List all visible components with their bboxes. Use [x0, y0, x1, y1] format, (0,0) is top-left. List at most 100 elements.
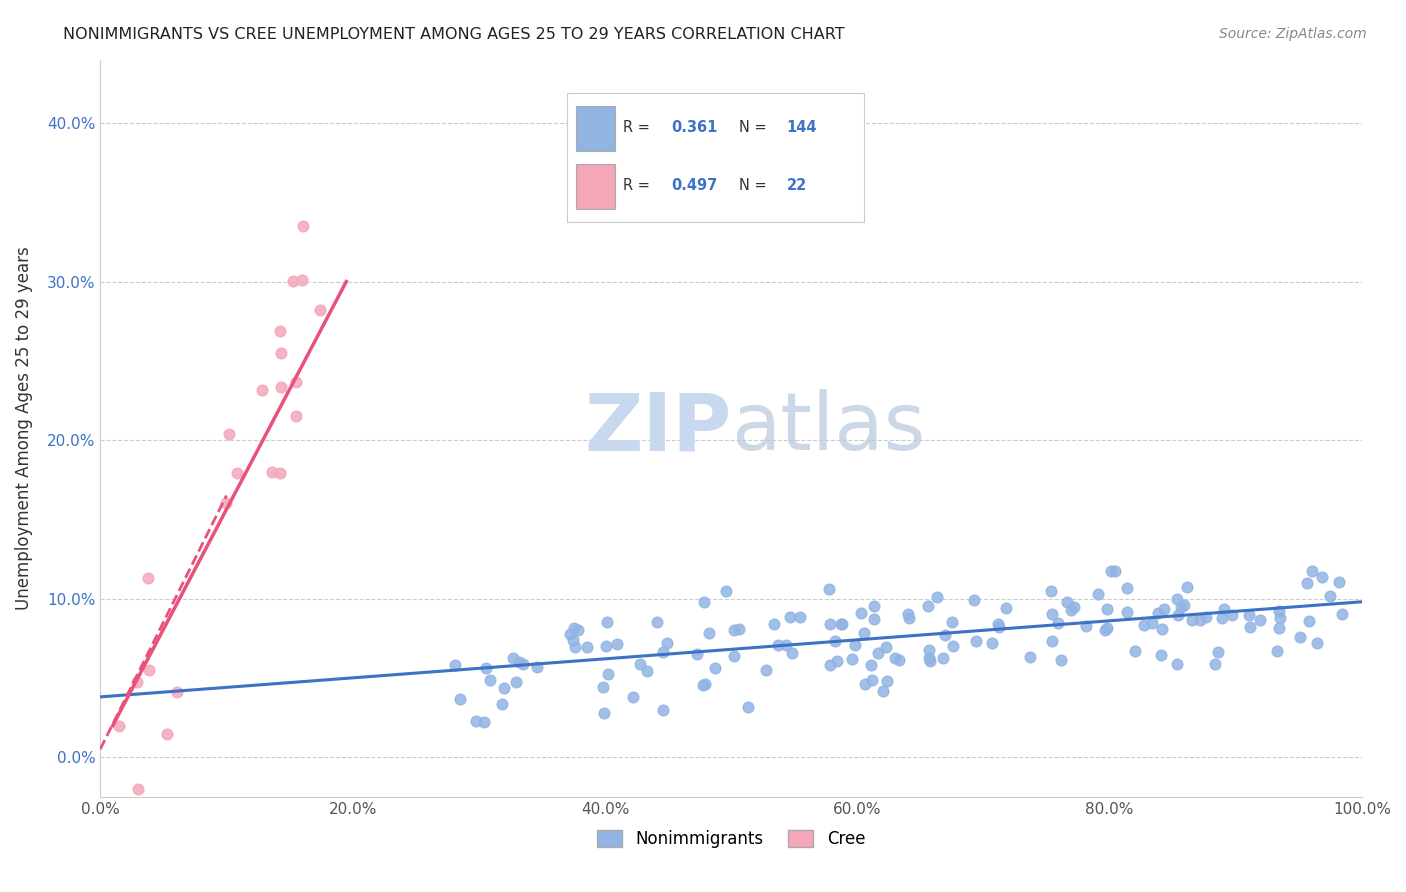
Point: [127, 781, 149, 796]
Point: [291, 273, 314, 287]
Point: [1206, 645, 1229, 659]
Point: [859, 658, 882, 673]
Point: [606, 637, 628, 651]
Point: [932, 650, 955, 665]
Point: [443, 657, 465, 672]
Point: [1095, 621, 1118, 635]
Point: [917, 650, 939, 665]
Text: Source: ZipAtlas.com: Source: ZipAtlas.com: [1219, 27, 1367, 41]
Point: [1167, 608, 1189, 623]
Point: [595, 639, 617, 653]
Point: [628, 657, 651, 671]
Point: [697, 626, 720, 640]
Point: [505, 675, 527, 690]
Point: [269, 466, 291, 480]
Point: [1116, 605, 1139, 619]
Point: [1295, 575, 1317, 590]
Point: [526, 659, 548, 673]
Point: [1265, 644, 1288, 658]
Point: [1149, 648, 1171, 663]
Point: [512, 657, 534, 672]
Point: [693, 677, 716, 691]
Point: [1319, 589, 1341, 603]
Point: [1329, 575, 1351, 590]
Point: [789, 609, 811, 624]
Point: [1056, 594, 1078, 608]
Point: [863, 599, 886, 613]
Point: [844, 638, 866, 652]
Point: [592, 681, 614, 695]
Point: [686, 647, 709, 661]
Point: [1040, 607, 1063, 621]
Point: [1115, 581, 1137, 595]
Point: [636, 664, 658, 678]
Point: [820, 616, 842, 631]
Point: [593, 706, 616, 721]
Point: [1166, 657, 1188, 671]
Point: [651, 703, 673, 717]
Point: [897, 607, 920, 621]
Point: [1239, 620, 1261, 634]
Point: [824, 633, 846, 648]
Text: atlas: atlas: [731, 389, 925, 467]
Point: [596, 666, 619, 681]
Point: [465, 714, 488, 728]
Point: [250, 384, 273, 398]
Text: NONIMMIGRANTS VS CREE UNEMPLOYMENT AMONG AGES 25 TO 29 YEARS CORRELATION CHART: NONIMMIGRANTS VS CREE UNEMPLOYMENT AMONG…: [63, 27, 845, 42]
Point: [918, 654, 941, 668]
Point: [897, 611, 920, 625]
Point: [693, 595, 716, 609]
Point: [260, 466, 283, 480]
Point: [1153, 601, 1175, 615]
Y-axis label: Unemployment Among Ages 25 to 29 years: Unemployment Among Ages 25 to 29 years: [15, 246, 32, 610]
Point: [621, 690, 644, 704]
Point: [292, 219, 315, 233]
Point: [1173, 598, 1195, 612]
Point: [562, 621, 585, 635]
Point: [820, 658, 842, 673]
Point: [1195, 610, 1218, 624]
Point: [889, 653, 911, 667]
Point: [475, 661, 498, 675]
Point: [1204, 657, 1226, 671]
Point: [1268, 621, 1291, 635]
Point: [980, 636, 1002, 650]
Point: [1288, 630, 1310, 644]
Point: [1094, 623, 1116, 637]
Point: [1220, 608, 1243, 623]
Point: [576, 640, 599, 654]
Point: [963, 593, 986, 607]
Point: [479, 673, 502, 687]
Point: [156, 727, 179, 741]
Point: [1305, 636, 1327, 650]
Point: [281, 274, 304, 288]
Point: [558, 626, 581, 640]
Point: [1181, 613, 1204, 627]
Point: [831, 617, 853, 632]
Point: [1087, 587, 1109, 601]
Point: [1211, 610, 1233, 624]
Point: [1018, 650, 1040, 665]
Point: [285, 409, 308, 424]
Point: [853, 626, 876, 640]
Point: [1310, 570, 1333, 584]
Point: [285, 376, 308, 390]
Point: [727, 622, 749, 636]
Point: [1140, 616, 1163, 631]
Point: [987, 617, 1010, 632]
Point: [1170, 599, 1192, 614]
Point: [645, 615, 668, 630]
Point: [830, 617, 852, 632]
Point: [872, 683, 894, 698]
Point: [849, 606, 872, 620]
Point: [1330, 607, 1353, 622]
Point: [860, 673, 883, 687]
Point: [883, 651, 905, 665]
Point: [755, 663, 778, 677]
Point: [561, 633, 583, 648]
Point: [779, 610, 801, 624]
Point: [1099, 564, 1122, 578]
Point: [1040, 634, 1063, 648]
Point: [1039, 583, 1062, 598]
Point: [1188, 613, 1211, 627]
